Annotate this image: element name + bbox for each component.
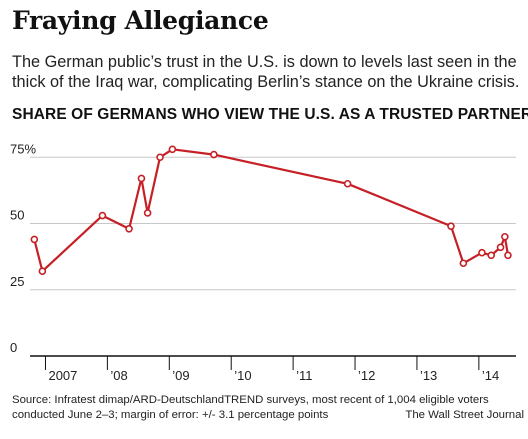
chart-footer: Source: Infratest dimap/ARD-DeutschlandT… bbox=[12, 393, 524, 423]
data-point bbox=[98, 211, 107, 220]
data-point bbox=[459, 259, 468, 268]
x-tick-label: ’13 bbox=[420, 368, 437, 383]
y-tick-label: 75% bbox=[10, 141, 36, 156]
data-point bbox=[478, 248, 486, 257]
data-point bbox=[504, 251, 512, 260]
line-chart: 0 25 50 75% 2007 ’08 ’09 ’10 ’11 ’12 ’13 ’14 bbox=[10, 141, 516, 383]
y-tick-label: 50 bbox=[10, 208, 24, 223]
y-tick-label: 0 bbox=[10, 340, 17, 355]
x-tick-label: ’12 bbox=[358, 368, 375, 383]
source-line-1: Source: Infratest dimap/ARD-DeutschlandT… bbox=[12, 394, 489, 406]
x-tick-label: ’14 bbox=[482, 368, 499, 383]
source-line-2: conducted June 2–3; margin of error: +/-… bbox=[12, 409, 329, 421]
data-point bbox=[487, 251, 496, 260]
chart-subtitle: The German public’s trust in the U.S. is… bbox=[12, 53, 520, 91]
x-tick-label: ’11 bbox=[296, 368, 312, 383]
data-point bbox=[156, 153, 164, 162]
x-tick-label: ’09 bbox=[172, 368, 189, 383]
data-point bbox=[496, 243, 505, 252]
series-line bbox=[33, 148, 510, 273]
data-point bbox=[143, 209, 152, 217]
data-point bbox=[125, 225, 133, 233]
data-point bbox=[210, 150, 218, 159]
data-point bbox=[38, 267, 47, 275]
x-tick-label: ’08 bbox=[110, 368, 127, 383]
y-tick-label: 25 bbox=[10, 274, 24, 289]
chart-title: Fraying Allegiance bbox=[12, 6, 269, 35]
x-tick-label: ’10 bbox=[234, 368, 251, 383]
data-point bbox=[168, 145, 177, 154]
x-tick-label: 2007 bbox=[48, 368, 77, 383]
chart-heading: SHARE OF GERMANS WHO VIEW THE U.S. AS A … bbox=[12, 106, 528, 123]
data-point bbox=[30, 235, 39, 244]
data-point bbox=[343, 179, 352, 188]
data-point bbox=[501, 232, 509, 241]
publisher-credit: The Wall Street Journal bbox=[405, 409, 524, 421]
data-point bbox=[137, 174, 146, 183]
data-point bbox=[447, 222, 455, 230]
